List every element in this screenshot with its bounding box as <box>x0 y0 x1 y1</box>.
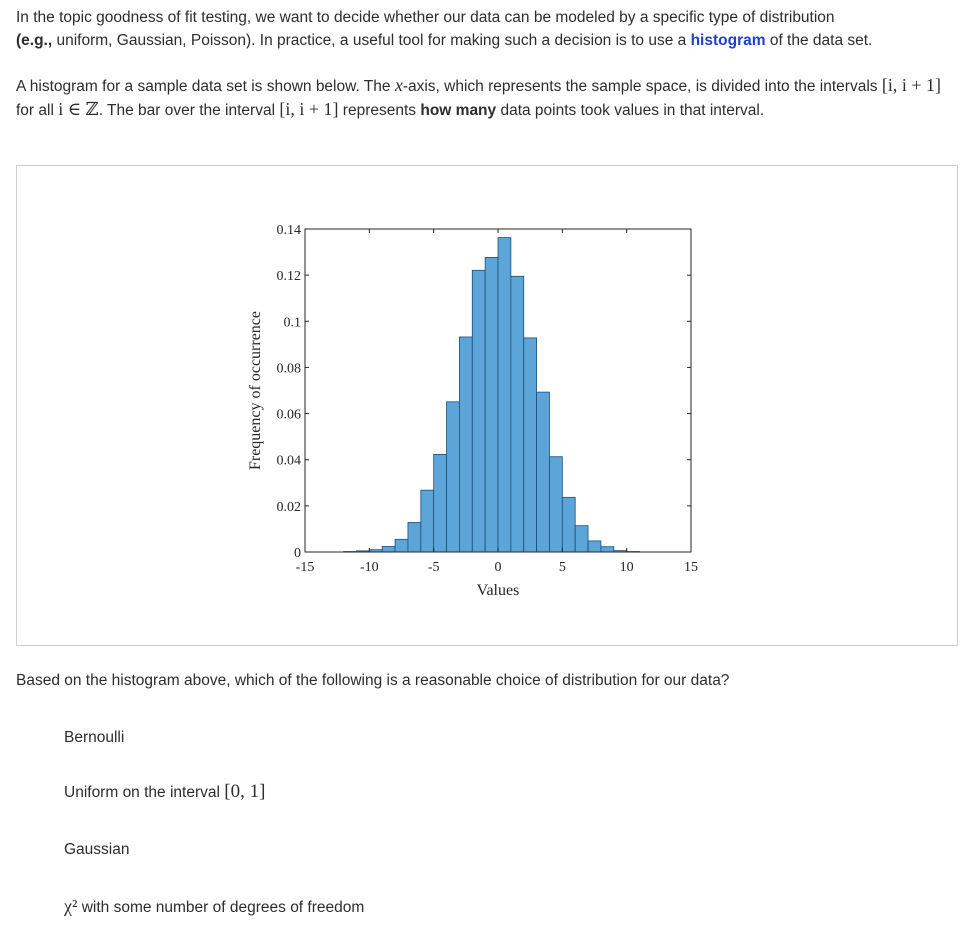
histogram-bar <box>407 522 422 553</box>
histogram-bar <box>587 540 602 553</box>
histogram-bar <box>420 489 435 553</box>
x-tick-label: 0 <box>495 560 502 575</box>
x-tick-label: -10 <box>360 560 379 575</box>
description-text-4: . The bar over the interval <box>98 102 280 119</box>
y-tick-label: 0.02 <box>277 500 302 515</box>
y-tick-label: 0.08 <box>277 361 302 376</box>
histogram-bar <box>510 275 525 553</box>
histogram-keyword: histogram <box>690 32 766 49</box>
option-chi-squared[interactable]: χ² with some number of degrees of freedo… <box>64 895 364 919</box>
description-text-6: data points took values in that interval… <box>496 102 765 119</box>
option-math: [0, 1] <box>224 781 266 802</box>
y-tick-label: 0.06 <box>277 408 302 423</box>
x-axis-label: Values <box>477 582 520 599</box>
math-interval: [i, i + 1] <box>881 75 941 95</box>
option-math: χ² <box>64 896 78 916</box>
histogram-bar <box>600 546 615 553</box>
option-bernoulli[interactable]: Bernoulli <box>64 727 124 749</box>
histogram-bar <box>523 337 538 553</box>
histogram-bar <box>471 269 486 553</box>
histogram-bar <box>484 256 499 553</box>
y-tick-label: 0.14 <box>277 223 302 238</box>
option-uniform[interactable]: Uniform on the interval [0, 1] <box>64 781 265 804</box>
option-label: Uniform on the interval <box>64 784 225 801</box>
x-tick-label: -15 <box>296 560 315 575</box>
histogram-bar <box>458 336 473 553</box>
histogram-bar <box>549 456 563 553</box>
description-text: A histogram for a sample data set is sho… <box>16 78 395 95</box>
y-tick-label: 0.04 <box>277 454 302 469</box>
y-tick-label: 0.1 <box>284 315 302 330</box>
x-tick-label: 5 <box>559 560 566 575</box>
histogram-bar <box>381 546 396 553</box>
histogram-chart: -15 -10 -5 0 5 10 15 0 0.02 0.04 0.06 0.08 0.1 0.12 0.… <box>247 223 698 599</box>
option-gaussian[interactable]: Gaussian <box>64 839 129 861</box>
histogram-bar <box>394 538 409 553</box>
option-label: Bernoulli <box>64 729 125 746</box>
y-tick-label: 0.12 <box>277 269 302 284</box>
question-text: Based on the histogram above, which of t… <box>16 672 730 689</box>
intro-text-2: uniform, Gaussian, Poisson). In practice… <box>52 32 691 49</box>
histogram-bar <box>446 401 460 553</box>
intro-text: In the topic goodness of fit testing, we… <box>16 9 835 26</box>
math-interval-2: [i, i + 1] <box>279 99 339 119</box>
histogram-bar <box>574 525 589 553</box>
how-many-keyword: how many <box>420 102 497 119</box>
histogram-bar <box>433 454 447 553</box>
intro-eg: (e.g., <box>16 32 53 49</box>
histogram-bar <box>561 496 576 553</box>
math-i-in-z: i ∈ ℤ <box>58 99 99 119</box>
x-tick-label: 10 <box>620 560 634 575</box>
description-text-5: represents <box>338 102 421 119</box>
math-x: x <box>394 75 403 95</box>
option-label: Gaussian <box>64 841 130 858</box>
option-label: with some number of degrees of freedom <box>77 899 365 916</box>
x-tick-label: -5 <box>428 560 440 575</box>
histogram-bar <box>536 391 550 553</box>
histogram-figure: -15 -10 -5 0 5 10 15 0 0.02 0.04 0.06 0.08 0.1 0.12 0.… <box>16 165 958 646</box>
histogram-bar <box>497 237 512 553</box>
y-axis-label: Frequency of occurrence <box>247 311 264 470</box>
x-tick-label: 15 <box>684 560 698 575</box>
intro-paragraph: In the topic goodness of fit testing, we… <box>16 6 961 52</box>
description-text-2: -axis, which represents the sample space… <box>402 78 882 95</box>
y-tick-label: 0 <box>294 546 301 561</box>
description-text-3: for all <box>16 102 59 119</box>
intro-text-3: of the data set. <box>765 32 873 49</box>
description-paragraph: A histogram for a sample data set is sho… <box>16 74 961 122</box>
